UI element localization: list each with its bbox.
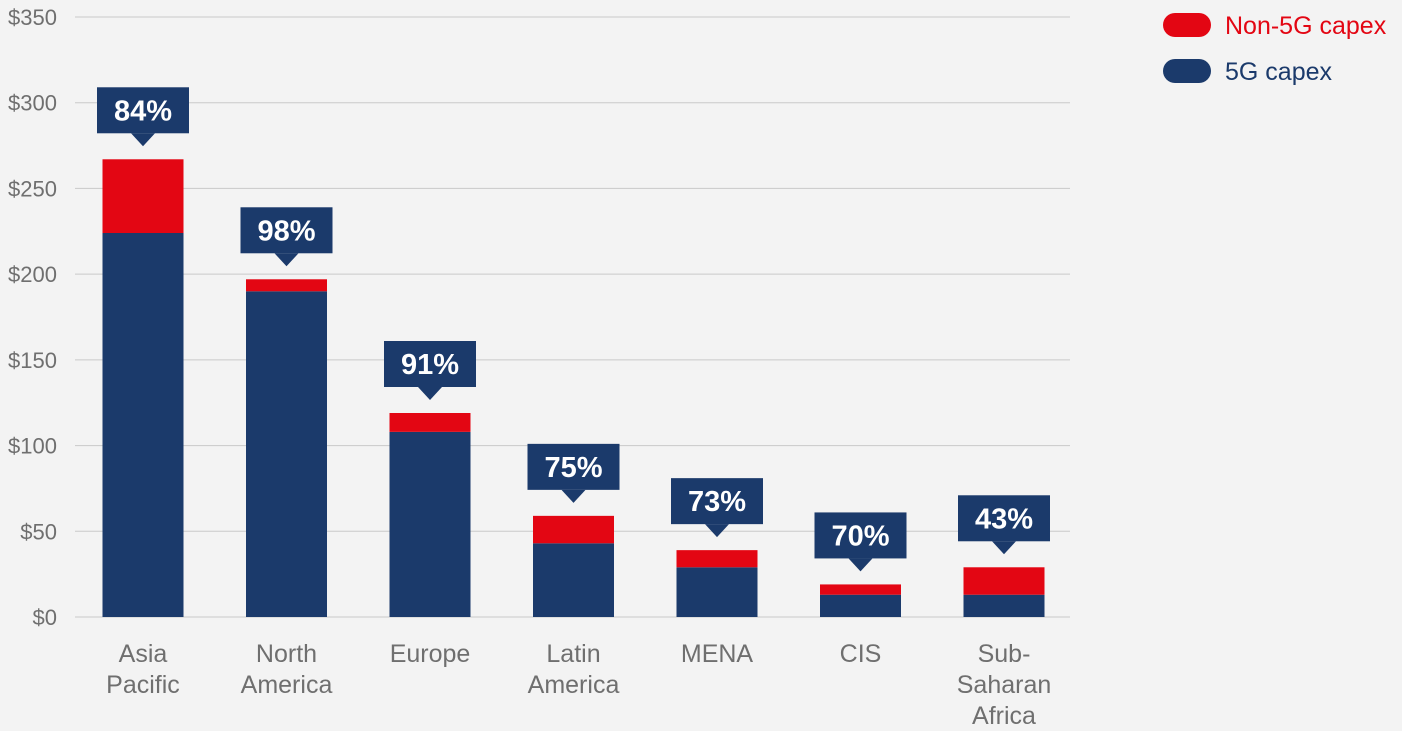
legend-label: 5G capex <box>1225 58 1333 86</box>
y-tick-label: $150 <box>8 348 57 373</box>
y-tick-label: $0 <box>33 605 57 630</box>
percent-badge-label: 98% <box>257 215 315 247</box>
category-label: Asia <box>119 640 168 668</box>
bar-segment <box>533 543 614 617</box>
percent-badge: 43% <box>958 495 1050 555</box>
category-label: North <box>256 640 317 668</box>
percent-badge-label: 70% <box>831 520 889 552</box>
category-label: Sub- <box>978 640 1031 668</box>
y-tick-label: $300 <box>8 91 57 116</box>
percent-badge: 98% <box>240 207 333 267</box>
category-label: Latin <box>546 640 600 668</box>
percent-badge-label: 75% <box>544 452 602 484</box>
category-label: America <box>241 671 333 699</box>
legend-label: Non-5G capex <box>1225 12 1387 40</box>
y-tick-label: $350 <box>8 5 57 30</box>
bar-segment <box>246 291 327 617</box>
category-label: Saharan <box>957 671 1052 699</box>
bar-segment <box>676 567 758 617</box>
bar-segment <box>820 584 901 595</box>
percent-badge: 75% <box>527 443 620 503</box>
category-label: Pacific <box>106 671 180 699</box>
percent-badge-label: 73% <box>688 486 746 518</box>
percent-badge-label: 91% <box>401 349 459 381</box>
bar-segment <box>246 279 327 292</box>
legend-swatch <box>1163 59 1211 83</box>
percent-badge: 73% <box>671 478 763 538</box>
legend-swatch <box>1163 13 1211 37</box>
category-label: Africa <box>972 702 1036 730</box>
bar-segment <box>963 594 1045 617</box>
category-label: CIS <box>840 640 882 668</box>
bar-segment <box>102 159 184 233</box>
legend-item[interactable]: 5G capex <box>1163 58 1333 86</box>
percent-badges: 84% 98% 91% 75% 73% 70% 43% <box>97 87 1050 572</box>
percent-badge-label: 84% <box>114 95 172 127</box>
legend-item[interactable]: Non-5G capex <box>1163 12 1387 40</box>
y-tick-label: $200 <box>8 262 57 287</box>
bar-segment <box>389 431 471 617</box>
bar-segment <box>676 550 758 568</box>
x-axis-labels: Asia Pacific North America Europe Latin Americ… <box>106 640 1051 730</box>
bar-segment <box>963 567 1045 595</box>
category-label: America <box>528 671 620 699</box>
percent-badge-label: 43% <box>975 503 1033 535</box>
category-label: Europe <box>390 640 471 668</box>
category-label: MENA <box>681 640 754 668</box>
legend[interactable]: Non-5G capex 5G capex <box>1163 12 1387 86</box>
y-tick-label: $50 <box>20 519 57 544</box>
percent-badge: 70% <box>814 512 907 572</box>
y-tick-label: $100 <box>8 434 57 459</box>
percent-badge: 91% <box>384 341 476 400</box>
bar-segment <box>389 413 471 432</box>
bar-segment <box>820 594 901 617</box>
bars <box>102 159 1045 617</box>
bar-segment <box>102 233 184 617</box>
percent-badge: 84% <box>97 87 189 147</box>
y-tick-label: $250 <box>8 176 57 201</box>
bar-segment <box>533 515 614 544</box>
y-axis-ticks: $0 $50 $100 $150 $200 $250 $300 $350 <box>8 5 57 630</box>
